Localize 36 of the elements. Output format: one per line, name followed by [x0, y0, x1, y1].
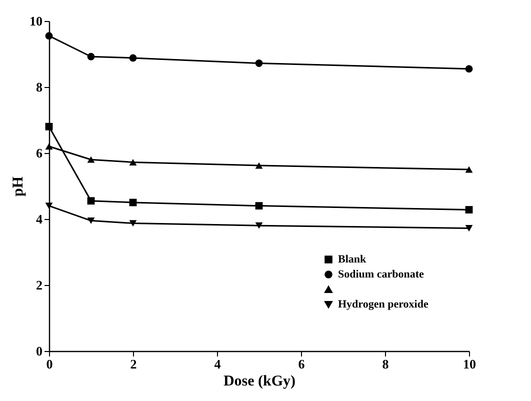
point — [255, 162, 263, 169]
legend-label: Hydrogen peroxide — [338, 298, 428, 310]
point — [465, 206, 473, 214]
point — [255, 222, 263, 229]
point — [465, 225, 473, 232]
point — [87, 156, 95, 163]
point — [129, 220, 137, 226]
point — [45, 122, 53, 130]
point — [45, 32, 53, 40]
x-axis-title: Dose (kGy) — [223, 374, 296, 390]
y-tick-label: 0 — [36, 344, 42, 358]
y-tick-label: 8 — [36, 80, 43, 94]
legend-label: Sodium carbonate — [338, 268, 424, 280]
point — [129, 54, 137, 62]
legend-label: Blank — [338, 254, 368, 266]
point — [87, 52, 95, 60]
point — [129, 159, 137, 166]
x-tick-label: 2 — [130, 356, 137, 372]
y-tick-label: 2 — [36, 278, 42, 292]
y-tick-label: 4 — [36, 212, 43, 226]
x-tick-label: 8 — [382, 356, 390, 372]
point — [87, 197, 95, 205]
point — [45, 143, 53, 150]
point — [255, 202, 263, 210]
y-axis-title: pH — [10, 176, 26, 197]
point — [465, 166, 473, 173]
y-tick-label: 6 — [36, 146, 43, 160]
point — [465, 65, 473, 73]
x-tick-label: 10 — [463, 356, 476, 372]
x-tick-label: 6 — [298, 356, 306, 372]
x-tick-label: 4 — [214, 356, 222, 372]
x-tick-label: 0 — [46, 356, 53, 372]
y-tick-label: 10 — [30, 14, 42, 28]
point — [255, 60, 263, 67]
point — [45, 202, 53, 210]
point — [87, 217, 95, 224]
